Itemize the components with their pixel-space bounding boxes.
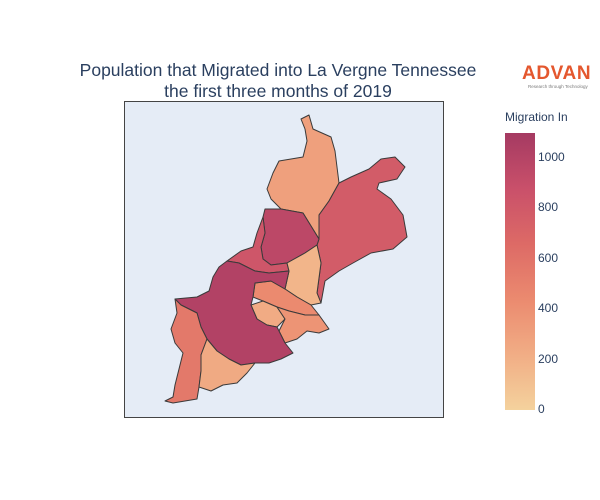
colorbar bbox=[505, 133, 535, 410]
colorbar-tick-label: 0 bbox=[538, 402, 545, 416]
advan-logo: ADVAN Research through Technology bbox=[522, 63, 592, 93]
map-region[interactable] bbox=[164, 298, 208, 404]
colorbar-tick-label: 600 bbox=[538, 251, 559, 265]
choropleth-map bbox=[164, 114, 408, 404]
colorbar-tick-label: 800 bbox=[538, 200, 559, 214]
colorbar-tick-label: 1000 bbox=[538, 150, 565, 164]
map-region[interactable] bbox=[198, 338, 256, 392]
colorbar-tick-label: 200 bbox=[538, 352, 559, 366]
colorbar-title: Migration In bbox=[505, 110, 568, 124]
map-title-line-2: the first three months of 2019 bbox=[164, 81, 392, 101]
map-region[interactable] bbox=[276, 306, 330, 344]
map-plot-area bbox=[124, 101, 444, 418]
colorbar-gradient bbox=[505, 133, 535, 410]
logo-wordmark: ADVAN bbox=[522, 63, 592, 84]
map-title-line-1: Population that Migrated into La Vergne … bbox=[79, 60, 477, 80]
logo-tagline: Research through Technology bbox=[528, 84, 588, 89]
colorbar-tick-label: 400 bbox=[538, 301, 559, 315]
